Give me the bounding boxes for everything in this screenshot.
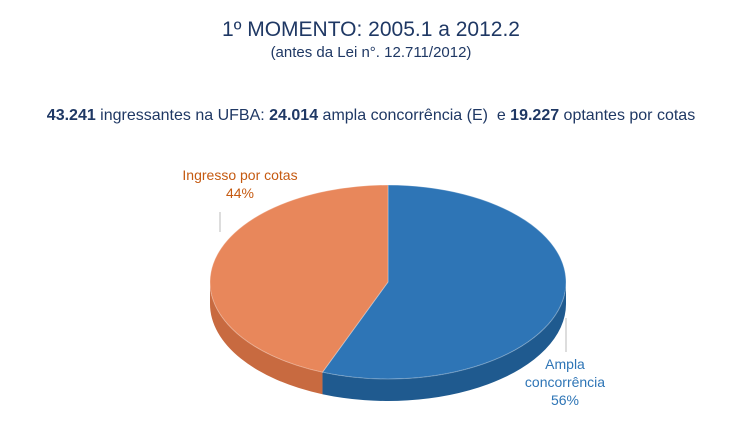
value-label: 56% (550, 392, 580, 408)
category-label: Ampla concorrência (524, 356, 606, 390)
summary-text: ampla concorrência (E) e (318, 107, 511, 124)
summary: 43.241 ingressantes na UFBA: 24.014 ampl… (0, 107, 742, 125)
slice (209, 184, 389, 373)
summary-text: optantes por cotas (559, 107, 696, 124)
summary-text: ingressantes na UFBA: (95, 107, 270, 124)
summary-number: 24.014 (269, 107, 319, 124)
summary-number: 19.227 (510, 107, 560, 124)
slice-label: Ingresso por cotas 44% (170, 166, 310, 202)
slice-label: Ampla concorrência 56% (505, 355, 625, 409)
category-label: Ingresso por cotas (182, 167, 298, 183)
slice-side (322, 282, 566, 402)
chart-subtitle: (antes da Lei n°. 12.711/2012) (270, 44, 472, 61)
slice (321, 184, 567, 380)
chart-title: 1º MOMENTO: 2005.1 a 2012.2 (222, 18, 520, 41)
slice-side (210, 282, 323, 395)
summary-number: 43.241 (46, 107, 96, 124)
value-label: 44% (225, 185, 255, 201)
